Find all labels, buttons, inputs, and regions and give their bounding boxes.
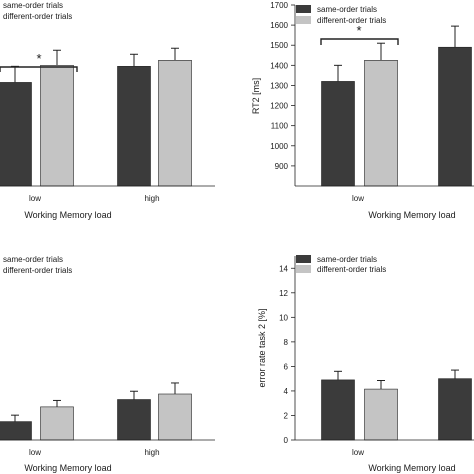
y-axis: 900 1000 1100 1200 1300 1400 1500 1600 1700 — [270, 1, 296, 186]
significance-bracket: * — [0, 51, 78, 72]
bar-same-order — [117, 399, 151, 441]
x-tick-label: low — [352, 448, 364, 457]
panel-bottom-right: 0 2 4 6 8 10 12 14 error rate task 2 [%] low Wo… — [257, 255, 474, 473]
legend-label: different-order trials — [3, 266, 72, 275]
y-tick-label: 2 — [284, 411, 289, 420]
y-tick-label: 4 — [284, 387, 289, 396]
legend-label: different-order trials — [317, 265, 386, 274]
panel-top-right: 900 1000 1100 1200 1300 1400 1500 1600 1700 RT2 … — [251, 1, 474, 220]
bars-top-left — [0, 47, 192, 187]
y-axis: 0 2 4 6 8 10 12 14 — [279, 256, 296, 445]
y-tick-label: 10 — [279, 313, 288, 322]
panel-top-left: low high Working Memory load same-order … — [0, 1, 215, 220]
bar-same-order — [321, 81, 355, 187]
bar-same-order — [438, 46, 472, 187]
x-axis-label: Working Memory load — [368, 210, 455, 220]
significance-star: * — [36, 51, 41, 66]
x-tick-label: high — [144, 194, 159, 203]
y-tick-label: 14 — [279, 264, 288, 273]
legend-swatch-different — [296, 265, 311, 273]
x-tick-label: low — [352, 194, 364, 203]
bar-same-order — [0, 421, 32, 441]
x-tick-label: high — [144, 448, 159, 457]
y-tick-label: 6 — [284, 362, 289, 371]
bar-same-order — [321, 379, 355, 441]
bar-different-order — [158, 393, 192, 441]
legend-swatch-same — [296, 5, 311, 13]
bar-different-order — [364, 388, 398, 441]
legend-label: same-order trials — [317, 5, 377, 14]
significance-bracket: * — [320, 23, 399, 45]
legend-swatch-same — [296, 255, 311, 263]
legend-label: same-order trials — [317, 255, 377, 264]
legend: same-order trials different-order trials — [296, 255, 386, 274]
bar-different-order — [158, 60, 192, 187]
y-axis-label: RT2 [ms] — [251, 78, 261, 114]
bar-same-order — [438, 378, 472, 441]
legend-label: same-order trials — [3, 1, 63, 10]
y-tick-label: 1100 — [271, 122, 289, 131]
x-axis-label: Working Memory load — [368, 463, 455, 473]
y-tick-label: 1600 — [270, 21, 288, 30]
legend-label: same-order trials — [3, 255, 63, 264]
y-tick-label: 900 — [275, 162, 289, 171]
legend-swatch-different — [296, 16, 311, 24]
y-tick-label: 0 — [284, 436, 289, 445]
y-tick-label: 12 — [279, 289, 288, 298]
y-tick-label: 1400 — [270, 61, 288, 70]
y-tick-label: 1000 — [270, 142, 288, 151]
x-tick-label: low — [29, 194, 41, 203]
x-axis-label: Working Memory load — [24, 210, 111, 220]
y-tick-label: 1300 — [270, 81, 288, 90]
legend: same-order trials different-order trials — [3, 255, 72, 275]
bar-same-order — [0, 82, 32, 187]
x-axis-label: Working Memory load — [24, 463, 111, 473]
significance-star: * — [356, 23, 361, 38]
bars-top-right — [321, 25, 472, 187]
bar-different-order — [40, 406, 74, 441]
y-tick-label: 1200 — [270, 102, 288, 111]
bars-bottom-left — [0, 382, 192, 441]
y-tick-label: 1700 — [270, 1, 288, 10]
y-tick-label: 1500 — [270, 41, 288, 50]
legend: same-order trials different-order trials — [3, 1, 72, 21]
legend-label: different-order trials — [3, 12, 72, 21]
y-axis-label: error rate task 2 [%] — [257, 308, 267, 387]
bar-different-order — [40, 65, 74, 187]
x-tick-label: low — [29, 448, 41, 457]
legend: same-order trials different-order trials — [296, 5, 386, 25]
bar-same-order — [117, 66, 151, 187]
y-ticks: 0 2 4 6 8 10 12 14 — [279, 264, 295, 445]
bars-bottom-right — [321, 369, 472, 441]
legend-label: different-order trials — [317, 16, 386, 25]
y-ticks: 900 1000 1100 1200 1300 1400 1500 1600 1700 — [270, 1, 295, 171]
panel-bottom-left: low high Working Memory load same-order … — [0, 255, 215, 473]
bar-different-order — [364, 60, 398, 187]
y-tick-label: 8 — [284, 338, 289, 347]
